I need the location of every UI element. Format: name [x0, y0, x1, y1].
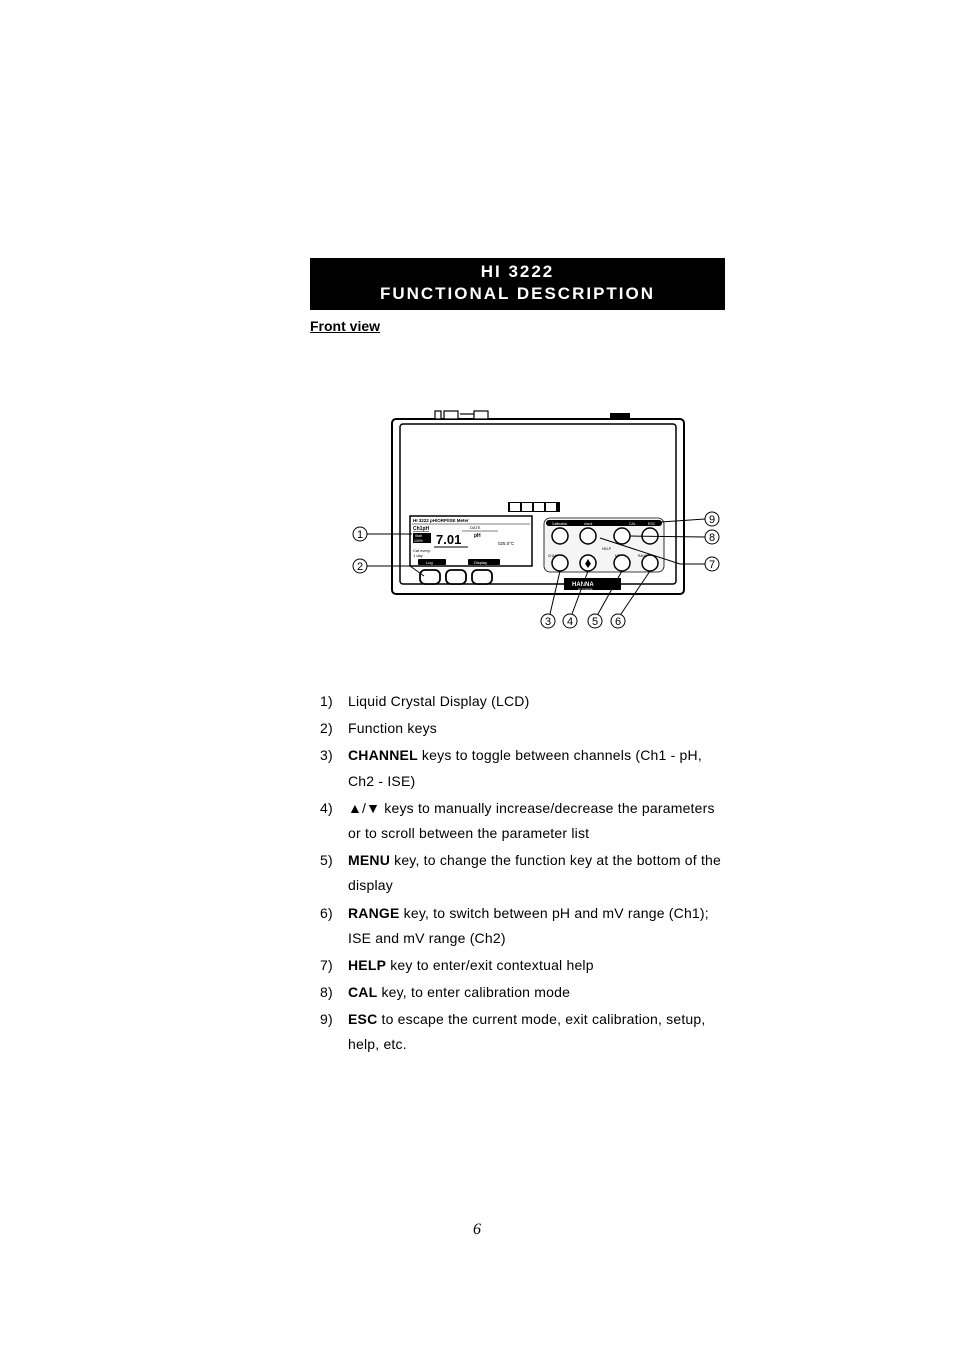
- lcd-unit: pH: [474, 533, 481, 539]
- lcd-cal2: 1 day: [413, 553, 423, 558]
- svg-text:5: 5: [592, 616, 598, 628]
- list-item: 9)ESC to escape the current mode, exit c…: [320, 1007, 725, 1057]
- svg-text:check: check: [584, 522, 593, 526]
- svg-text:4: 4: [567, 616, 573, 628]
- list-item: 3)CHANNEL keys to toggle between channel…: [320, 743, 725, 793]
- list-item-number: 9): [320, 1007, 348, 1057]
- lcd-date: DATE: [470, 525, 481, 530]
- list-item-number: 4): [320, 796, 348, 846]
- lcd-temp: 025.0°C: [498, 541, 515, 546]
- svg-text:6: 6: [615, 616, 621, 628]
- device-diagram: HI 3222 pH/ORP/ISE Meter Ch1pH DATE Stab…: [340, 364, 725, 649]
- list-item-text: Liquid Crystal Display (LCD): [348, 689, 725, 714]
- list-item-text: CAL key, to enter calibration mode: [348, 980, 725, 1005]
- list-item-number: 3): [320, 743, 348, 793]
- list-item-number: 8): [320, 980, 348, 1005]
- svg-text:1: 1: [357, 529, 363, 541]
- svg-text:CAL: CAL: [629, 522, 636, 526]
- svg-text:7: 7: [709, 559, 715, 571]
- list-item-text: RANGE key, to switch between pH and mV r…: [348, 901, 725, 951]
- list-item: 6)RANGE key, to switch between pH and mV…: [320, 901, 725, 951]
- list-item-number: 2): [320, 716, 348, 741]
- list-item-number: 1): [320, 689, 348, 714]
- svg-text:Display: Display: [474, 560, 487, 565]
- list-item-text: MENU key, to change the function key at …: [348, 848, 725, 898]
- list-item: 8)CAL key, to enter calibration mode: [320, 980, 725, 1005]
- function-keys: [420, 570, 492, 584]
- list-item: 4)▲/▼ keys to manually increase/decrease…: [320, 796, 725, 846]
- list-item-text: Function keys: [348, 716, 725, 741]
- section-header: HI 3222 FUNCTIONAL DESCRIPTION: [310, 258, 725, 310]
- list-item: 7)HELP key to enter/exit contextual help: [320, 953, 725, 978]
- lcd-model: HI 3222 pH/ORP/ISE Meter: [413, 518, 469, 523]
- svg-text:100%: 100%: [414, 539, 423, 543]
- svg-text:Stab: Stab: [415, 534, 422, 538]
- help-label: HELP: [602, 547, 612, 551]
- subheader: Front view: [310, 318, 725, 334]
- lcd-channel: Ch1pH: [413, 526, 430, 532]
- svg-text:Log: Log: [426, 560, 433, 565]
- svg-text:ESC: ESC: [648, 522, 656, 526]
- list-item-text: CHANNEL keys to toggle between channels …: [348, 743, 725, 793]
- list-item-number: 7): [320, 953, 348, 978]
- header-line1: HI 3222: [310, 262, 725, 282]
- svg-text:3: 3: [545, 616, 551, 628]
- header-line2: FUNCTIONAL DESCRIPTION: [310, 284, 725, 304]
- svg-text:Calibration: Calibration: [552, 522, 567, 526]
- list-item-number: 6): [320, 901, 348, 951]
- list-item: 1)Liquid Crystal Display (LCD): [320, 689, 725, 714]
- svg-text:2: 2: [357, 561, 363, 573]
- list-item-text: HELP key to enter/exit contextual help: [348, 953, 725, 978]
- list-item-number: 5): [320, 848, 348, 898]
- lcd-reading: 7.01: [436, 532, 461, 547]
- list-item-text: ▲/▼ keys to manually increase/decrease t…: [348, 796, 725, 846]
- page-number: 6: [0, 1221, 954, 1239]
- list-item-text: ESC to escape the current mode, exit cal…: [348, 1007, 725, 1057]
- list-item: 5)MENU key, to change the function key a…: [320, 848, 725, 898]
- svg-text:8: 8: [709, 532, 715, 544]
- list-item: 2)Function keys: [320, 716, 725, 741]
- svg-text:9: 9: [709, 514, 715, 526]
- description-list: 1)Liquid Crystal Display (LCD)2)Function…: [320, 689, 725, 1058]
